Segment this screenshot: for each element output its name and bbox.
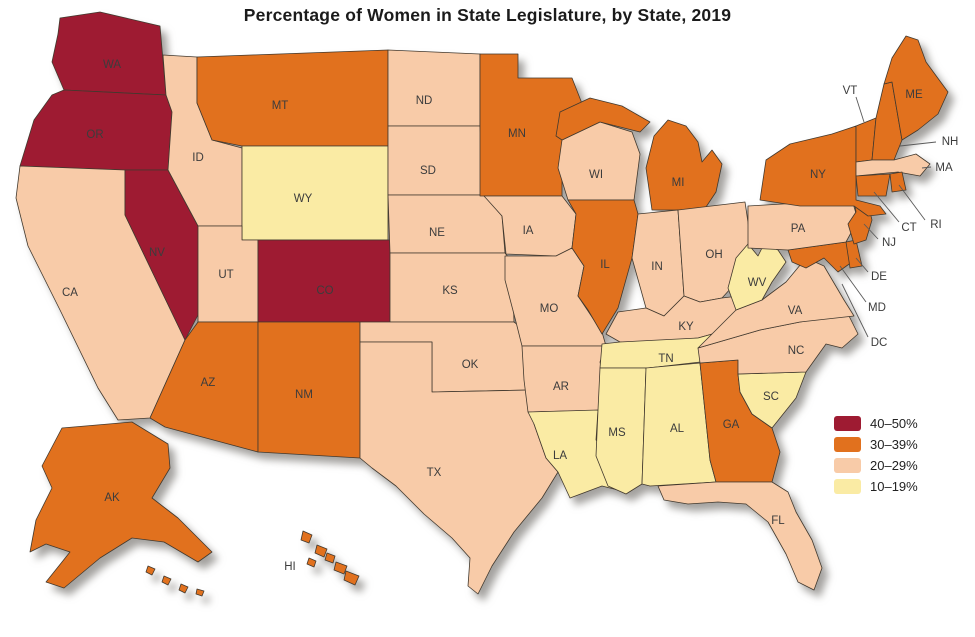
state-label-or: OR	[86, 129, 103, 141]
state-label-ar: AR	[553, 381, 569, 393]
state-label-nh: NH	[942, 136, 959, 148]
legend-item-40-50: 40–50%	[834, 416, 918, 431]
state-label-va: VA	[788, 305, 803, 317]
legend-swatch-30-39	[834, 437, 861, 452]
state-label-az: AZ	[201, 377, 216, 389]
leader-line-ma	[921, 166, 932, 169]
legend-swatch-20-29	[834, 458, 861, 473]
state-label-ms: MS	[608, 427, 626, 439]
legend-item-20-29: 20–29%	[834, 458, 918, 473]
state-label-fl: FL	[771, 515, 785, 527]
state-label-ga: GA	[723, 419, 740, 431]
state-wy	[241, 145, 389, 241]
state-ct	[855, 173, 891, 197]
state-label-nm: NM	[295, 389, 313, 401]
state-ny	[759, 125, 887, 217]
state-label-ca: CA	[62, 287, 78, 299]
state-label-in: IN	[651, 261, 663, 273]
state-label-mt: MT	[272, 100, 289, 112]
legend: 40–50% 30–39% 20–29% 10–19%	[834, 416, 918, 494]
legend-label-10-19: 10–19%	[870, 479, 918, 494]
state-label-wy: WY	[294, 193, 313, 205]
figure-title: Percentage of Women in State Legislature…	[243, 5, 732, 25]
leader-line-nh	[899, 141, 937, 147]
state-label-me: ME	[905, 89, 923, 101]
legend-label-20-29: 20–29%	[870, 458, 918, 473]
state-label-sd: SD	[420, 165, 436, 177]
state-label-ny: NY	[810, 169, 826, 181]
state-label-mn: MN	[508, 128, 526, 140]
state-label-ky: KY	[678, 321, 694, 333]
state-label-mo: MO	[540, 303, 559, 315]
state-label-id: ID	[192, 152, 204, 164]
state-label-ok: OK	[462, 359, 479, 371]
state-label-la: LA	[553, 450, 567, 462]
state-label-ct: CT	[901, 222, 916, 234]
state-label-nj: NJ	[882, 237, 896, 249]
state-labels-layer: WA OR CA NV ID MT WY UT CO AZ NM ND SD NE KS OK TX MN IA MO…	[62, 59, 958, 573]
state-label-ia: IA	[523, 225, 534, 237]
state-ma	[855, 153, 931, 177]
state-wa	[51, 11, 167, 96]
leader-line-de	[855, 257, 869, 273]
state-ne	[387, 194, 506, 254]
state-label-vt: VT	[843, 85, 858, 97]
leader-line-ri	[898, 184, 926, 221]
state-label-al: AL	[670, 423, 685, 435]
leader-line-dc	[841, 283, 869, 338]
state-ak	[29, 421, 213, 597]
leader-line-ct	[873, 191, 900, 223]
state-mt	[196, 49, 389, 147]
state-la	[527, 409, 627, 499]
state-label-mi: MI	[672, 177, 685, 189]
state-label-md: MD	[868, 302, 886, 314]
leader-line-md	[839, 265, 867, 303]
state-label-ks: KS	[442, 285, 458, 297]
state-hi	[300, 530, 360, 586]
state-label-ri: RI	[930, 219, 942, 231]
leader-line-nj	[863, 223, 879, 240]
state-label-de: DE	[871, 271, 887, 283]
state-label-ut: UT	[218, 269, 233, 281]
state-label-sc: SC	[763, 391, 779, 403]
legend-swatch-10-19	[834, 479, 861, 494]
state-label-wa: WA	[103, 59, 121, 71]
state-label-pa: PA	[791, 223, 806, 235]
state-label-ne: NE	[429, 227, 445, 239]
state-label-wv: WV	[748, 277, 767, 289]
state-label-ma: MA	[935, 162, 953, 174]
state-label-wi: WI	[589, 169, 603, 181]
states-layer	[15, 11, 949, 597]
state-mi	[555, 97, 723, 211]
state-ar	[521, 345, 611, 413]
state-label-tn: TN	[658, 353, 673, 365]
state-label-nd: ND	[416, 95, 433, 107]
legend-item-30-39: 30–39%	[834, 437, 918, 452]
legend-swatch-40-50	[834, 416, 861, 431]
state-label-oh: OH	[705, 249, 722, 261]
state-label-il: IL	[600, 259, 610, 271]
legend-label-40-50: 40–50%	[870, 416, 918, 431]
legend-label-30-39: 30–39%	[870, 437, 918, 452]
state-me	[883, 35, 949, 141]
state-label-tx: TX	[427, 467, 442, 479]
state-fl	[657, 481, 823, 591]
state-co	[257, 239, 391, 323]
legend-item-10-19: 10–19%	[834, 479, 918, 494]
state-label-nv: NV	[149, 247, 165, 259]
state-label-hi: HI	[284, 561, 296, 573]
state-il	[567, 199, 639, 335]
state-label-nc: NC	[788, 345, 805, 357]
state-sd	[387, 125, 485, 196]
state-label-dc: DC	[871, 337, 888, 349]
state-label-ak: AK	[104, 492, 120, 504]
state-label-co: CO	[316, 285, 333, 297]
state-ri	[889, 171, 907, 193]
state-nd	[387, 49, 481, 127]
leader-line-vt	[855, 96, 865, 123]
